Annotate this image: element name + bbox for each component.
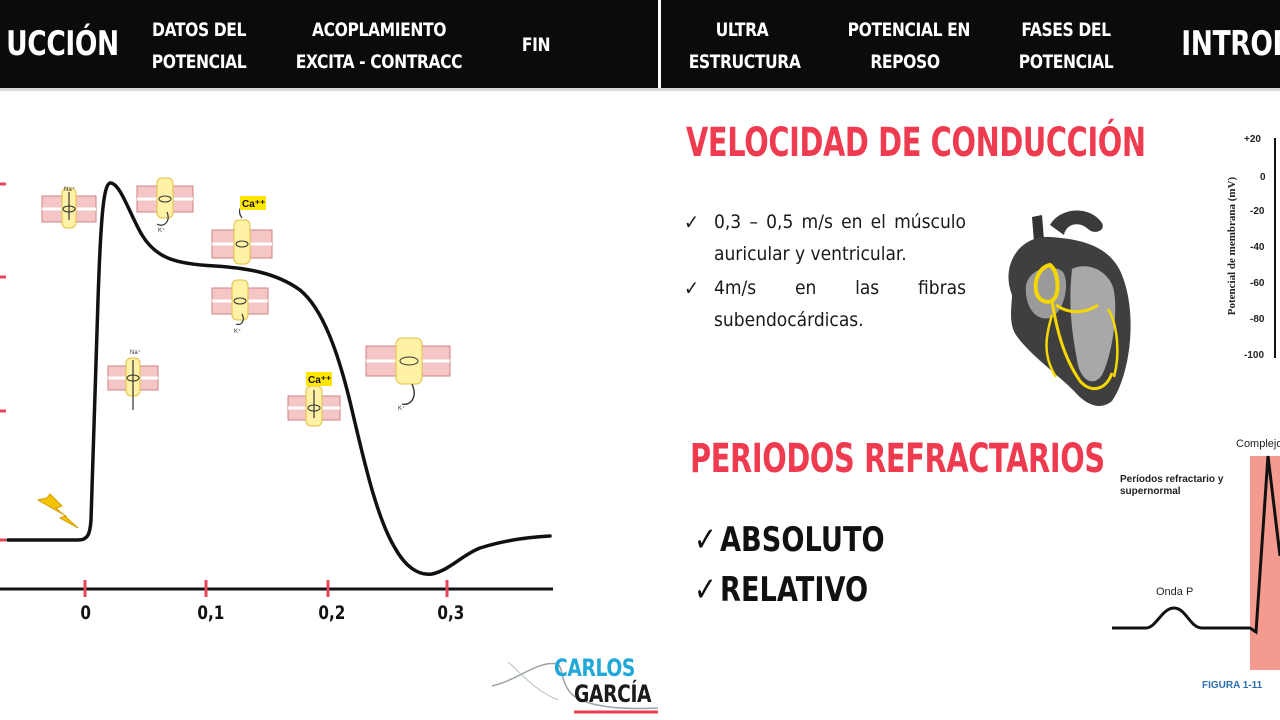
- bullet-item: ✓ 4m/s en las fibras subendocárdicas.: [684, 272, 966, 336]
- mini-chart-axis: [1274, 138, 1276, 358]
- nav-shadow: [0, 88, 1280, 91]
- refractory-title: PERIODOS REFRACTARIOS: [690, 436, 1105, 482]
- mini-tick-m40: -40: [1250, 242, 1265, 253]
- mini-tick-0: 0: [1260, 172, 1266, 183]
- ecg-refractory-panel: Complejo Períodos refractario y supernor…: [1110, 436, 1280, 696]
- nav-item-datos-potencial[interactable]: DATOS DEL POTENCIAL: [151, 19, 247, 73]
- ecg-header: Complejo: [1236, 438, 1280, 450]
- nav-divider: [658, 0, 661, 88]
- channel-k-large: [365, 337, 451, 405]
- stimulus-bolt-icon: [36, 493, 79, 529]
- ion-label-ca-top: Ca⁺⁺: [242, 199, 265, 210]
- ion-label-k-mid: K⁺: [234, 328, 241, 335]
- mini-tick-p20: +20: [1244, 134, 1261, 145]
- check-icon: ✓: [684, 276, 700, 300]
- refractory-item-relativo: ✓RELATIVO: [694, 570, 869, 610]
- refractory-item-absoluto: ✓ABSOLUTO: [694, 520, 885, 560]
- channel-ca-top: [211, 201, 273, 265]
- ion-label-k-top: K⁺: [158, 227, 165, 234]
- nav-bar-right: ULTRA ESTRUCTURA POTENCIAL EN REPOSO FAS…: [661, 0, 1280, 88]
- nav-item-fases-potencial[interactable]: FASES DEL POTENCIAL: [1018, 19, 1114, 73]
- x-tick-label-0-1: 0,1: [197, 602, 225, 624]
- x-tick-label-0: 0: [80, 602, 91, 624]
- bullet-item: ✓ 0,3 – 0,5 m/s en el músculo auricular …: [684, 206, 966, 270]
- mini-tick-m20: -20: [1250, 206, 1265, 217]
- ion-label-na-low: Na⁺: [130, 349, 141, 356]
- mini-tick-m60: -60: [1250, 278, 1265, 289]
- y-axis-ticks: [0, 182, 6, 542]
- conduction-title: VELOCIDAD DE CONDUCCIÓN: [686, 120, 1146, 166]
- nav-item-conduccion[interactable]: UCCIÓN: [6, 24, 119, 64]
- nav-bar-left: UCCIÓN DATOS DEL POTENCIAL ACOPLAMIENTO …: [0, 0, 658, 88]
- nav-item-acoplamiento[interactable]: ACOPLAMIENTO EXCITA - CONTRACC: [295, 19, 463, 73]
- check-icon: ✓: [694, 570, 717, 610]
- heart-conduction-icon: [1008, 210, 1131, 406]
- channel-na-top: [41, 187, 97, 229]
- mini-tick-m80: -80: [1250, 314, 1265, 325]
- ion-labels: Na⁺ K⁺ Ca⁺⁺ Ca⁺⁺ K⁺ Na⁺ K⁺: [64, 186, 405, 412]
- mini-tick-m100: -100: [1244, 350, 1265, 361]
- nav-item-fin[interactable]: FIN: [521, 34, 551, 56]
- channel-k-mid: [211, 279, 269, 326]
- action-potential-diagram: Na⁺ K⁺ Ca⁺⁺ Ca⁺⁺ K⁺ Na⁺ K⁺: [0, 177, 553, 597]
- conduction-bullets: ✓ 0,3 – 0,5 m/s en el músculo auricular …: [684, 206, 966, 338]
- carlos-garcia-logo: CARLOS GARCÍA: [488, 650, 660, 718]
- bullet-text: 4m/s en las fibras subendocárdicas.: [714, 277, 966, 331]
- ion-label-k-large: K⁺: [398, 405, 405, 412]
- channel-na-low: [107, 357, 159, 410]
- ion-label-ca-low: Ca⁺⁺: [308, 375, 331, 386]
- action-potential-curve: [6, 181, 552, 576]
- ecg-label: Períodos refractario y supernormal: [1120, 474, 1224, 497]
- mini-potential-chart: Potencial de membrana (mV) +20 0 -20 -40…: [1214, 128, 1280, 364]
- x-axis-ticks: [83, 580, 449, 597]
- ecg-wave-label: Onda P: [1156, 586, 1194, 598]
- logo-line2: GARCÍA: [574, 680, 652, 708]
- x-tick-label-0-2: 0,2: [318, 602, 346, 624]
- logo-line1: CARLOS: [554, 654, 635, 682]
- ion-label-na-top: Na⁺: [64, 186, 75, 193]
- mini-chart-ylabel: Potencial de membrana (mV): [1226, 176, 1238, 316]
- nav-item-potencial-reposo[interactable]: POTENCIAL EN REPOSO: [847, 19, 971, 73]
- bullet-text: 0,3 – 0,5 m/s en el músculo auricular y …: [714, 211, 966, 265]
- channel-ca-low: [287, 385, 341, 427]
- nav-item-introduccion[interactable]: INTRODU: [1181, 24, 1280, 64]
- x-tick-label-0-3: 0,3: [437, 602, 465, 624]
- ecg-trace: [1112, 455, 1280, 635]
- ion-channels: [41, 177, 451, 427]
- nav-item-ultra-estructura[interactable]: ULTRA ESTRUCTURA: [688, 19, 801, 73]
- figure-caption: FIGURA 1-11: [1202, 680, 1263, 691]
- check-icon: ✓: [694, 520, 717, 560]
- check-icon: ✓: [684, 210, 700, 234]
- channel-k-top: [136, 177, 194, 226]
